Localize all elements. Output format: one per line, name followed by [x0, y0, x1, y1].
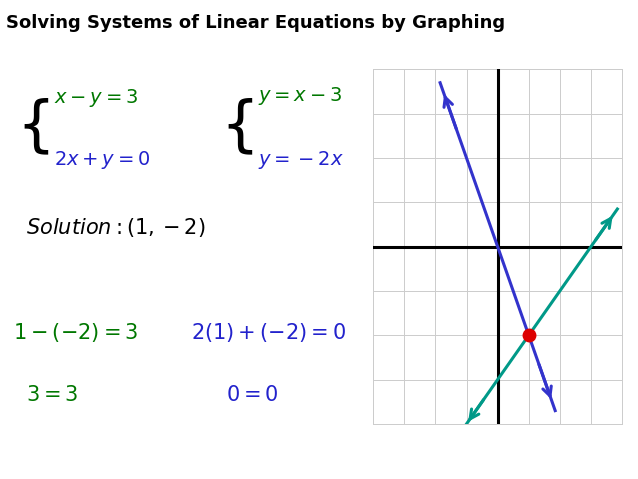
Text: $\{$: $\{$: [220, 97, 253, 157]
Text: $2x+y=0$: $2x+y=0$: [54, 149, 151, 171]
Text: $1-(-2)=3$: $1-(-2)=3$: [13, 321, 138, 344]
Text: $\{$: $\{$: [16, 97, 49, 157]
Text: $3=3$: $3=3$: [26, 385, 78, 405]
Text: $x-y=3$: $x-y=3$: [54, 87, 138, 109]
Text: $0=0$: $0=0$: [226, 385, 279, 405]
Text: $y=-2x$: $y=-2x$: [258, 149, 345, 171]
Text: $2(1)+(-2)=0$: $2(1)+(-2)=0$: [191, 321, 346, 344]
Text: $y=x-3$: $y=x-3$: [258, 85, 343, 107]
Text: $\mathit{Solution}:(1,-2)$: $\mathit{Solution}:(1,-2)$: [26, 216, 205, 239]
Text: Solving Systems of Linear Equations by Graphing: Solving Systems of Linear Equations by G…: [6, 14, 505, 33]
